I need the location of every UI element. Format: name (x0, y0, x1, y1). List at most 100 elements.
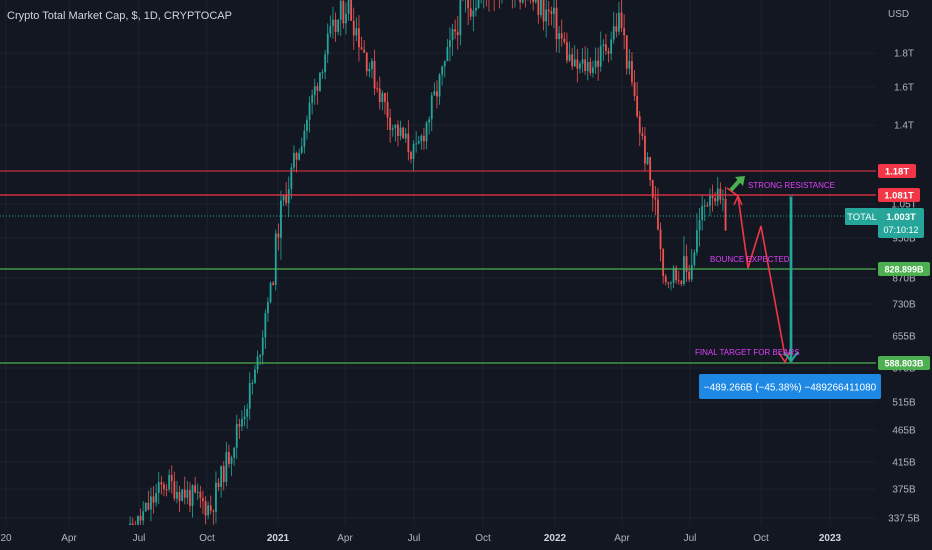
candle-body (324, 54, 327, 73)
price-tick-label: 515B (892, 398, 916, 409)
candle-body (670, 282, 672, 284)
candle-body (220, 466, 223, 488)
candle-body (212, 510, 215, 512)
measure-arrow-head (783, 351, 799, 363)
candle-body (550, 11, 553, 14)
candle-body (667, 282, 670, 284)
candle-body (178, 492, 181, 501)
candle-body (425, 122, 428, 142)
time-axis[interactable] (0, 525, 876, 550)
candle-body (313, 86, 316, 96)
candle-body (248, 383, 251, 409)
price-badge-bg (878, 208, 924, 238)
candle-body (547, 9, 550, 12)
projection-arrowhead-up (733, 194, 743, 206)
time-tick-label: 2023 (819, 533, 842, 544)
candle-body (576, 59, 579, 69)
time-tick-label: Apr (337, 533, 353, 544)
candle-body (280, 200, 282, 238)
candle-body (607, 51, 610, 54)
measure-label[interactable]: −489.266B (−45.38%) −489266411080 (699, 374, 881, 399)
candle-body (454, 29, 457, 32)
candle-body (321, 72, 324, 74)
candle-body (415, 143, 418, 145)
candle-body (618, 12, 620, 32)
candle-body (277, 233, 280, 238)
price-tick-label: 375B (892, 485, 916, 496)
time-tick-label: Jul (684, 533, 697, 544)
arrow-up-icon (729, 176, 745, 192)
candle-body (269, 282, 272, 303)
candle-body (144, 502, 147, 512)
candle-body (332, 19, 334, 27)
candle-body (433, 91, 436, 96)
candle-body (449, 40, 451, 48)
price-tick-label: 1.8T (894, 49, 914, 60)
candle-body (397, 124, 399, 137)
candle-body (137, 516, 139, 533)
annotation-final-target[interactable]: FINAL TARGET FOR BEARS (695, 348, 800, 357)
candle-body (360, 47, 363, 50)
price-tick-label: 415B (892, 458, 916, 469)
candle-body (615, 26, 618, 32)
candle-body (690, 265, 693, 280)
projection-path[interactable] (726, 187, 786, 357)
candle-body (631, 61, 633, 83)
candle-body (693, 252, 696, 266)
time-tick-label: Jul (408, 533, 421, 544)
candle-body (566, 42, 568, 61)
annotation-strong-resistance[interactable]: STRONG RESISTANCE (748, 181, 835, 190)
candle-body (308, 102, 311, 120)
candle-body (662, 249, 665, 277)
candle-body (644, 135, 646, 164)
candle-body (664, 276, 667, 283)
candle-body (534, 0, 537, 3)
candle-body (436, 91, 438, 97)
candle-body (719, 188, 722, 200)
candle-body (646, 157, 649, 164)
candle-body (319, 72, 321, 91)
badge-support-final-label: 588.803B (884, 359, 924, 369)
candle-body (677, 280, 680, 282)
candle-body (701, 205, 704, 221)
candle-body (545, 9, 548, 22)
candle-body (560, 33, 563, 39)
candle-body (451, 29, 454, 41)
time-tick-label: 2022 (544, 533, 567, 544)
candle-body (204, 501, 207, 516)
candle-body (238, 424, 241, 427)
time-tick-label: Apr (61, 533, 77, 544)
candle-body (446, 47, 449, 62)
candle-body (168, 474, 171, 490)
price-tick-label: 1.05T (891, 200, 917, 211)
candle-body (225, 452, 228, 482)
candle-body (456, 31, 459, 36)
candle-body (371, 60, 373, 69)
candle-body (438, 74, 441, 97)
candle-body (163, 484, 165, 490)
candle-body (625, 35, 628, 69)
candle-body (176, 492, 178, 499)
candle-body (282, 195, 285, 201)
price-tick-label: 1.6T (894, 83, 914, 94)
candle-body (542, 0, 545, 22)
candle-body (654, 197, 657, 200)
candle-body (209, 505, 212, 511)
candle-body (412, 144, 415, 160)
price-tick-label: 465B (892, 426, 916, 437)
annotation-bounce-expected[interactable]: BOUNCE EXPECTED (710, 255, 790, 264)
candle-body (469, 8, 472, 17)
symbol-badge-bg (845, 208, 879, 225)
candle-body (337, 19, 340, 32)
candle-body (399, 127, 402, 137)
candle-body (147, 502, 150, 510)
candle-body (152, 496, 155, 503)
candle-body (339, 0, 342, 20)
candle-body (706, 205, 709, 207)
badge-resistance-low: 1.081T (878, 188, 920, 202)
candle-body (628, 61, 631, 69)
candle-body (573, 59, 576, 67)
candle-body (605, 44, 607, 52)
candle-body (350, 0, 353, 21)
